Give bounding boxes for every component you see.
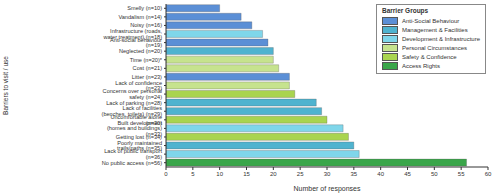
svg-text:15: 15 xyxy=(243,171,250,177)
svg-text:45: 45 xyxy=(404,171,411,177)
svg-text:0: 0 xyxy=(164,171,168,177)
svg-text:25: 25 xyxy=(297,171,304,177)
svg-text:55: 55 xyxy=(458,171,465,177)
svg-text:10: 10 xyxy=(216,171,223,177)
svg-text:Time (n=20)*: Time (n=20)* xyxy=(130,57,163,63)
svg-text:Uncomfortable alone(n=30): Uncomfortable alone(n=30) xyxy=(110,114,162,126)
svg-text:Smelly (n=10): Smelly (n=10) xyxy=(127,5,162,11)
svg-text:35: 35 xyxy=(350,171,357,177)
svg-text:20: 20 xyxy=(270,171,277,177)
svg-text:5: 5 xyxy=(191,171,195,177)
svg-text:No public access (n=56): No public access (n=56) xyxy=(102,160,162,166)
svg-text:40: 40 xyxy=(377,171,384,177)
svg-text:Lack of public transport(n=36): Lack of public transport(n=36) xyxy=(104,148,162,160)
svg-text:Number of responses: Number of responses xyxy=(294,185,361,193)
svg-text:Cost (n=21): Cost (n=21) xyxy=(133,65,163,71)
svg-text:Concerns over personalsafety (: Concerns over personalsafety (n=24) xyxy=(103,88,163,100)
svg-text:Barriers to visit / use: Barriers to visit / use xyxy=(8,56,9,115)
svg-text:Anti-social behaviour(n=19): Anti-social behaviour(n=19) xyxy=(110,37,162,49)
svg-text:Vandalism (n=14): Vandalism (n=14) xyxy=(118,14,162,20)
svg-text:Neglected (n=20): Neglected (n=20) xyxy=(119,48,162,54)
svg-text:60: 60 xyxy=(485,171,492,177)
svg-text:30: 30 xyxy=(324,171,331,177)
svg-text:50: 50 xyxy=(431,171,438,177)
